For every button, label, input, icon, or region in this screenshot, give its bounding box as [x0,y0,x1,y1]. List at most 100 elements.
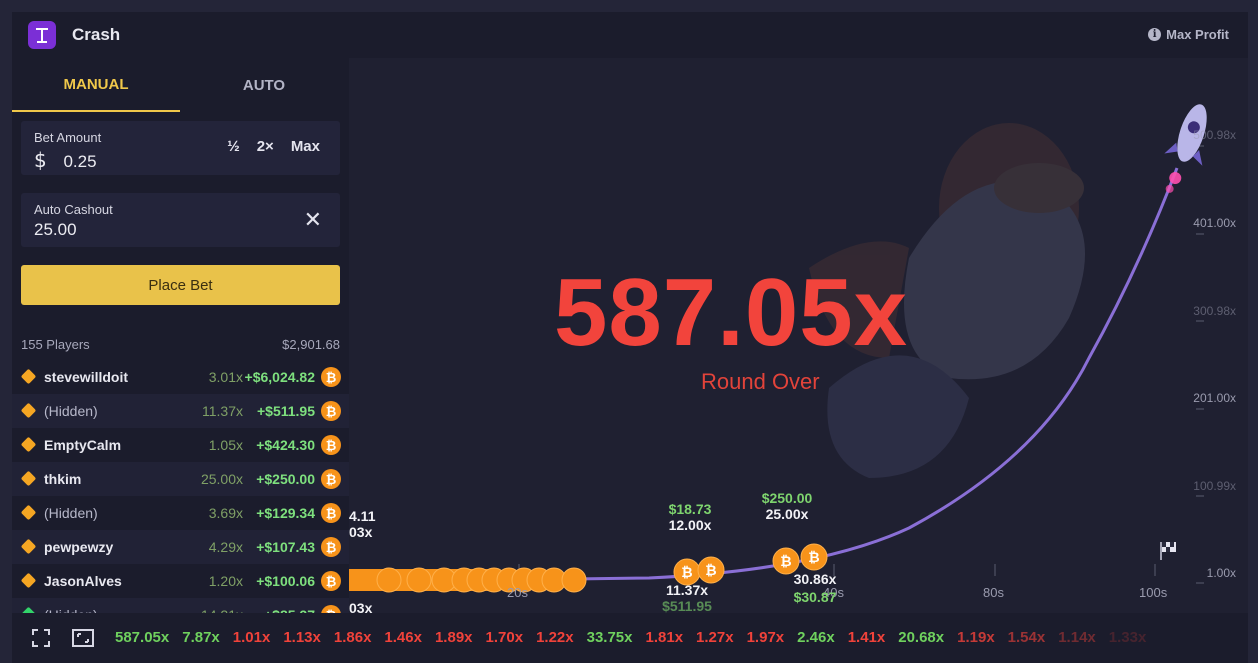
y-axis-ticks [1196,145,1204,584]
cashout-coins: ₿ ₿ ₿ ₿ [349,543,828,593]
bet-amount-field[interactable]: Bet Amount $ 0.25 ½ 2× Max [21,121,340,175]
history-multiplier: 1.41x [847,629,886,646]
auto-cashout-input[interactable]: 25.00 [34,220,77,239]
cashout-coin [800,543,828,571]
annot-left-profit: 4.11 [349,508,376,524]
y-label-300: 300.98x [1193,304,1236,318]
player-profit: +$107.43 [256,539,315,555]
bet-amount-label: Bet Amount [34,130,102,145]
history-multiplier: 1.89x [434,629,473,646]
x-label-40s: 40s [823,585,844,600]
player-level-icon [20,368,37,385]
player-profit: +$100.06 [256,573,315,589]
cashout-annotation-left: 4.11 03x [349,508,375,540]
cashout-coin [772,547,800,575]
history-multiplier: 1.54x [1007,629,1046,646]
annot-25x-profit: $250.00 [761,490,813,506]
history-multiplier: 587.05x [115,629,170,646]
history-multiplier: 20.68x [898,629,945,646]
cashout-coin [697,556,725,584]
player-profit: +$511.95 [256,403,315,419]
player-row: (Hidden) 3.69x +$129.34 ₿ [12,496,349,530]
crash-history-list: 587.05x 7.87x 1.01x 1.13x 1.86x 1.46x 1.89x 1.7… [115,629,1146,646]
dollar-icon: $ [34,148,47,172]
bitcoin-icon: ₿ [681,565,692,581]
max-bet-button[interactable]: Max [290,138,320,155]
history-multiplier: 1.86x [333,629,372,646]
history-multiplier: 2.46x [797,629,835,646]
annot-1137x-profit: $511.95 [662,598,712,613]
crash-game-window: Crash i Max Profit MANUAL AUTO Bet Amoun… [12,12,1248,663]
player-name[interactable]: (Hidden) [44,505,98,521]
history-multiplier: 1.27x [696,629,734,646]
cashout-annotation-3086x: 30.86x $30.87 [785,570,845,606]
crash-graph: ₿ ₿ ₿ ₿ 587.05x Round Over 500.98x 401. [349,58,1248,613]
player-name[interactable]: pewpewzy [44,539,114,555]
players-count: 155 Players [21,337,90,352]
player-name[interactable]: stevewilldoit [44,369,129,385]
cashout-coin [406,567,432,593]
double-bet-button[interactable]: 2× [256,138,274,155]
cashout-annotation-1137x: 11.37x $511.95 [655,582,719,613]
y-label-500: 500.98x [1193,128,1236,142]
player-name[interactable]: (Hidden) [44,403,98,419]
clear-cashout-icon[interactable]: ✕ [303,207,322,232]
player-row: stevewilldoit 3.01x +$6,024.82 ₿ [12,360,349,394]
player-name[interactable]: thkim [44,471,82,487]
cashout-annotation-12x: $18.73 12.00x [662,501,718,533]
y-label-201: 201.00x [1193,391,1236,405]
cashout-coin [376,567,402,593]
graph-canvas: ₿ ₿ ₿ ₿ [349,104,1207,593]
player-multiplier: 11.37x [202,403,243,419]
annot-left-mult: 03x [349,524,373,540]
bitcoin-icon: ₿ [321,571,341,591]
max-profit-button[interactable]: i Max Profit [1148,27,1229,42]
annot-3086x-profit: $30.87 [793,589,837,605]
history-multiplier: 1.22x [536,629,574,646]
history-multiplier: 1.97x [746,629,785,646]
tab-manual[interactable]: MANUAL [12,58,180,112]
history-multiplier: 7.87x [182,629,220,646]
history-multiplier: 1.81x [645,629,684,646]
tab-auto[interactable]: AUTO [242,76,286,94]
annot-25x-mult: 25.00x [765,506,809,522]
theatre-mode-icon[interactable] [72,629,94,647]
finish-flag-icon [1160,542,1176,560]
player-row: thkim 25.00x +$250.00 ₿ [12,462,349,496]
bet-amount-input[interactable]: 0.25 [63,152,97,171]
half-bet-button[interactable]: ½ [227,138,240,155]
history-multiplier: 1.70x [485,629,524,646]
history-multiplier: 1.14x [1058,629,1096,646]
y-label-401: 401.00x [1193,216,1236,230]
player-name[interactable]: JasonAlves [44,573,122,589]
history-multiplier: 1.01x [232,629,271,646]
history-multiplier: 1.13x [283,629,321,646]
x-label-100s: 100s [1139,585,1168,600]
fullscreen-icon[interactable] [32,629,50,647]
auto-cashout-field[interactable]: Auto Cashout 25.00 ✕ [21,193,340,247]
bitcoin-icon: ₿ [321,435,341,455]
x-label-80s: 80s [983,585,1004,600]
bitcoin-icon: ₿ [321,401,341,421]
x-label-20s: 20s [507,585,528,600]
player-level-icon [20,402,37,419]
player-name[interactable]: EmptyCalm [44,437,122,453]
bet-sidebar: MANUAL AUTO Bet Amount $ 0.25 ½ 2× Max A… [12,58,349,632]
player-level-icon [20,436,37,453]
info-icon: i [1148,28,1162,41]
bitcoin-icon: ₿ [780,554,791,570]
bitcoin-icon: ₿ [321,367,341,387]
player-level-icon [20,504,37,521]
history-multiplier: 1.46x [384,629,422,646]
max-profit-label: Max Profit [1166,27,1229,42]
player-level-icon [20,538,37,555]
bitcoin-icon: ₿ [808,550,819,566]
player-multiplier: 25.00x [200,471,243,487]
player-profit: +$6,024.82 [244,369,315,385]
game-header: Crash i Max Profit [12,12,1248,58]
cashout-annotation-left-bottom: 03x [349,600,372,613]
annot-1137x-mult: 11.37x [665,582,709,598]
place-bet-button[interactable]: Place Bet [21,265,340,305]
player-multiplier: 4.29x [208,539,243,555]
player-multiplier: 1.20x [208,573,243,589]
